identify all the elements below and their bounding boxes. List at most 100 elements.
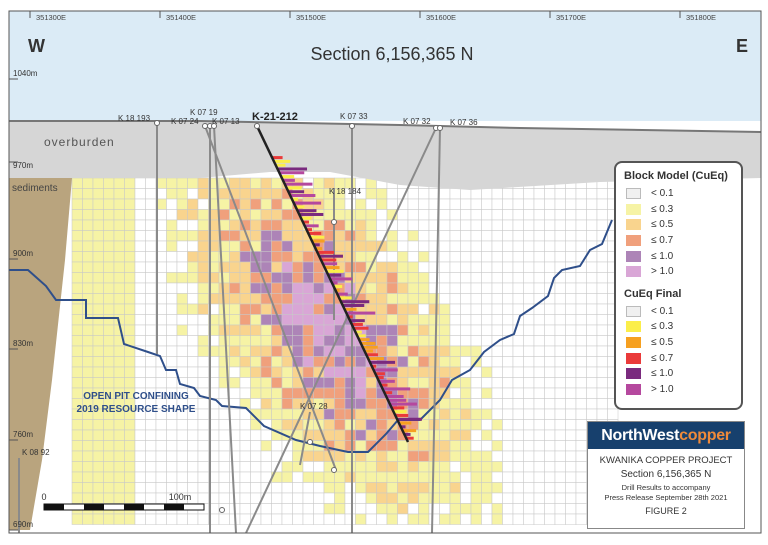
block-cell xyxy=(187,198,199,210)
block-cell xyxy=(449,503,461,515)
block-cell xyxy=(502,482,514,494)
assay-bar xyxy=(377,376,384,380)
hole-label-k0724: K 07 24 xyxy=(171,117,199,126)
block-cell xyxy=(365,408,377,420)
block-cell xyxy=(554,398,566,410)
block-cell xyxy=(418,240,430,252)
block-cell xyxy=(565,450,577,462)
block-cell xyxy=(124,440,136,452)
block-cell xyxy=(460,513,472,525)
block-cell xyxy=(313,314,325,326)
block-cell xyxy=(113,419,125,431)
block-cell xyxy=(523,461,535,473)
block-cell xyxy=(523,261,535,273)
block-cell xyxy=(134,230,146,242)
block-cell xyxy=(407,366,419,378)
block-cell xyxy=(82,303,94,315)
block-cell xyxy=(418,345,430,357)
block-cell xyxy=(596,209,608,221)
block-cell xyxy=(449,482,461,494)
block-cell xyxy=(565,345,577,357)
block-cell xyxy=(124,513,136,525)
block-cell xyxy=(103,356,115,368)
block-cell xyxy=(313,356,325,368)
block-cell xyxy=(586,377,598,389)
block-cell xyxy=(187,219,199,231)
block-cell xyxy=(103,240,115,252)
block-cell xyxy=(103,419,115,431)
block-cell xyxy=(250,471,262,483)
block-cell xyxy=(418,188,430,200)
block-cell xyxy=(218,209,230,221)
hole-k21212 xyxy=(255,125,410,443)
block-cell xyxy=(449,314,461,326)
block-cell xyxy=(523,272,535,284)
block-cell xyxy=(92,198,104,210)
block-cell xyxy=(250,366,262,378)
block-cell xyxy=(365,219,377,231)
block-cell xyxy=(386,335,398,347)
block-cell xyxy=(197,314,209,326)
block-cell xyxy=(460,303,472,315)
block-cell xyxy=(565,482,577,494)
block-cell xyxy=(533,377,545,389)
block-cell xyxy=(376,492,388,504)
block-cell xyxy=(71,492,83,504)
block-cell xyxy=(271,261,283,273)
block-cell xyxy=(229,461,241,473)
assay-bar xyxy=(395,413,409,417)
block-cell xyxy=(239,440,251,452)
block-cell xyxy=(355,429,367,441)
block-cell xyxy=(218,482,230,494)
assay-bar xyxy=(384,391,393,395)
block-cell xyxy=(82,366,94,378)
block-cell xyxy=(187,188,199,200)
elevation-label: 1040m xyxy=(13,69,38,78)
block-cell xyxy=(92,282,104,294)
block-cell xyxy=(407,461,419,473)
block-cell xyxy=(124,188,136,200)
block-cell xyxy=(103,230,115,242)
block-cell xyxy=(596,198,608,210)
block-cell xyxy=(344,419,356,431)
block-cell xyxy=(103,429,115,441)
block-cell xyxy=(407,503,419,515)
block-cell xyxy=(428,314,440,326)
assay-bar xyxy=(368,357,384,361)
block-cell xyxy=(271,251,283,263)
block-cell xyxy=(481,471,493,483)
block-cell xyxy=(575,503,587,515)
block-cell xyxy=(355,440,367,452)
block-cell xyxy=(449,471,461,483)
block-cell xyxy=(554,335,566,347)
block-cell xyxy=(250,293,262,305)
block-cell xyxy=(344,356,356,368)
block-cell xyxy=(586,356,598,368)
block-cell xyxy=(460,324,472,336)
block-cell xyxy=(439,366,451,378)
block-cell xyxy=(512,471,524,483)
block-cell xyxy=(376,345,388,357)
assay-bar xyxy=(373,368,398,372)
block-cell xyxy=(470,240,482,252)
elevation-label: 690m xyxy=(13,520,33,529)
block-cell xyxy=(166,440,178,452)
block-cell xyxy=(470,440,482,452)
block-cell xyxy=(134,177,146,189)
block-cell xyxy=(586,345,598,357)
block-cell xyxy=(491,272,503,284)
block-cell xyxy=(481,251,493,263)
press-release-note: Press Release September 28th 2021 xyxy=(604,493,728,502)
block-cell xyxy=(344,387,356,399)
block-cell xyxy=(596,282,608,294)
block-cell xyxy=(460,314,472,326)
block-cell xyxy=(250,177,262,189)
block-cell xyxy=(575,198,587,210)
block-cell xyxy=(481,272,493,284)
block-cell xyxy=(313,482,325,494)
block-cell xyxy=(166,303,178,315)
block-cell xyxy=(365,198,377,210)
block-cell xyxy=(334,209,346,221)
block-cell xyxy=(544,293,556,305)
block-cell xyxy=(302,251,314,263)
